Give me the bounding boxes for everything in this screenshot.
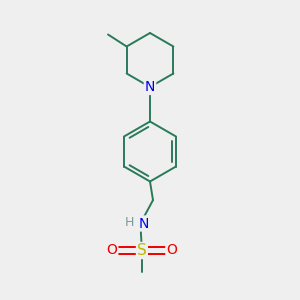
Text: O: O: [106, 244, 117, 257]
Text: O: O: [167, 244, 177, 257]
Text: H: H: [124, 216, 134, 229]
Text: S: S: [137, 243, 147, 258]
Text: N: N: [145, 80, 155, 94]
Text: N: N: [138, 217, 148, 230]
